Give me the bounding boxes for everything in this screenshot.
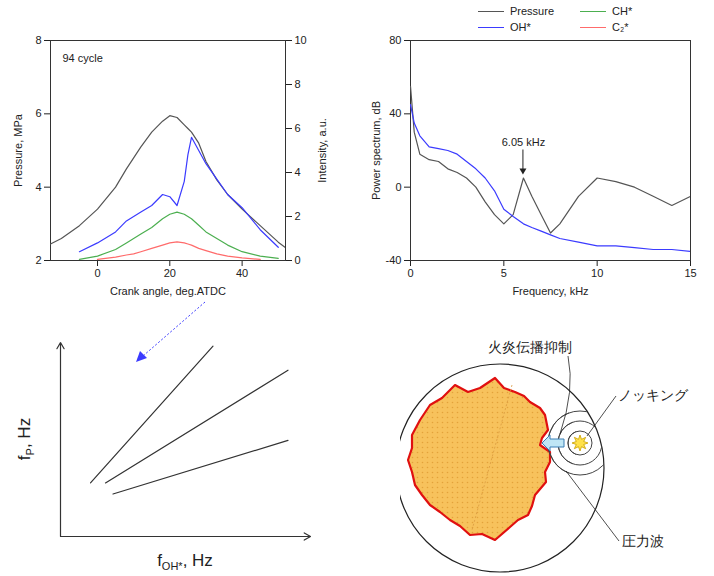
svg-text:40: 40 [236, 267, 248, 279]
svg-text:10: 10 [295, 34, 307, 46]
svg-text:fP, Hz: fP, Hz [15, 418, 36, 460]
svg-text:0: 0 [407, 267, 413, 279]
svg-text:80: 80 [389, 34, 401, 46]
svg-text:火炎伝播抑制: 火炎伝播抑制 [488, 339, 572, 355]
svg-text:Pressure, MPa: Pressure, MPa [12, 113, 24, 187]
svg-text:0: 0 [295, 254, 301, 266]
svg-text:6.05 kHz: 6.05 kHz [502, 136, 545, 148]
svg-text:2: 2 [35, 254, 41, 266]
svg-text:6: 6 [295, 122, 301, 134]
svg-text:Intensity, a.u.: Intensity, a.u. [316, 118, 328, 183]
svg-text:10: 10 [591, 267, 603, 279]
html-text:OH*: OH* [510, 21, 531, 33]
svg-text:8: 8 [35, 34, 41, 46]
html-text:Pressure: Pressure [510, 5, 554, 17]
svg-text:Frequency, kHz: Frequency, kHz [512, 285, 588, 297]
svg-text:4: 4 [35, 181, 41, 193]
svg-text:2: 2 [295, 210, 301, 222]
svg-text:0: 0 [395, 181, 401, 193]
svg-text:20: 20 [164, 267, 176, 279]
svg-text:-40: -40 [386, 254, 402, 266]
svg-text:0: 0 [94, 267, 100, 279]
svg-text:40: 40 [389, 107, 401, 119]
svg-text:8: 8 [295, 78, 301, 90]
html-text:CH*: CH* [612, 5, 633, 17]
svg-text:94 cycle: 94 cycle [63, 52, 103, 64]
html-text:C₂*: C₂* [612, 21, 629, 33]
svg-text:圧力波: 圧力波 [622, 533, 664, 549]
svg-text:ノッキング: ノッキング [618, 387, 689, 403]
svg-text:Power spectrum, dB: Power spectrum, dB [370, 101, 382, 200]
svg-text:15: 15 [684, 267, 696, 279]
svg-text:6: 6 [35, 107, 41, 119]
svg-text:5: 5 [501, 267, 507, 279]
svg-text:4: 4 [295, 166, 301, 178]
svg-text:fOH*, Hz: fOH*, Hz [157, 551, 213, 572]
svg-text:Crank angle, deg.ATDC: Crank angle, deg.ATDC [110, 285, 226, 297]
